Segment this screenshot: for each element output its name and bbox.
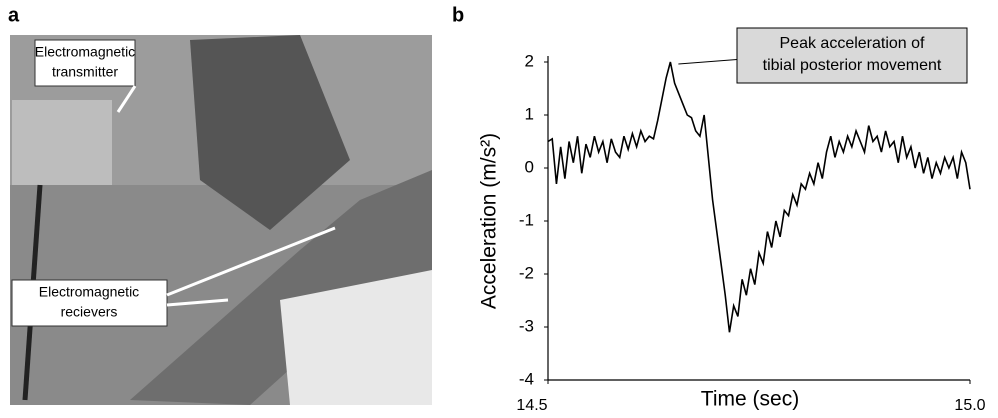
transmitter-box: [12, 100, 112, 185]
label-box: [34, 39, 136, 87]
panel-label: b: [452, 4, 464, 26]
y-axis-label: Acceleration (m/s²): [478, 133, 501, 309]
annotation-text: tibial posterior movement: [763, 57, 942, 74]
label-box: [11, 279, 168, 327]
y-tick-label: 0: [525, 157, 534, 176]
sheet: [280, 270, 432, 405]
person: [190, 35, 350, 230]
y-tick-label: -1: [519, 210, 534, 229]
line: [547, 61, 971, 333]
annotation-leader: [678, 59, 738, 65]
y-tick-label: 1: [525, 104, 534, 123]
photo-label: recievers: [61, 304, 118, 320]
annotation-box: [736, 27, 968, 84]
y-tick-label: -2: [519, 263, 534, 282]
annotation-text: Peak acceleration of: [780, 35, 926, 52]
arrow: [166, 298, 229, 307]
panel-label: a: [8, 4, 20, 26]
arrow: [116, 85, 137, 113]
y-tick-label: 2: [525, 51, 534, 70]
photo-label: Electromagnetic: [35, 44, 135, 60]
photo: Electromagnetic transmitter Electromagne…: [10, 35, 432, 405]
y-tick-label: -4: [519, 369, 534, 388]
photo-label: Electromagnetic: [39, 284, 139, 300]
photo-label: transmitter: [52, 64, 118, 80]
y-tick-label: -3: [519, 316, 534, 335]
x-tick-label: 15.0: [954, 397, 985, 414]
x-tick-label: 14.5: [516, 397, 547, 414]
leg: [130, 170, 432, 405]
x-axis-label: Time (sec): [701, 388, 799, 411]
arrow: [166, 226, 336, 297]
